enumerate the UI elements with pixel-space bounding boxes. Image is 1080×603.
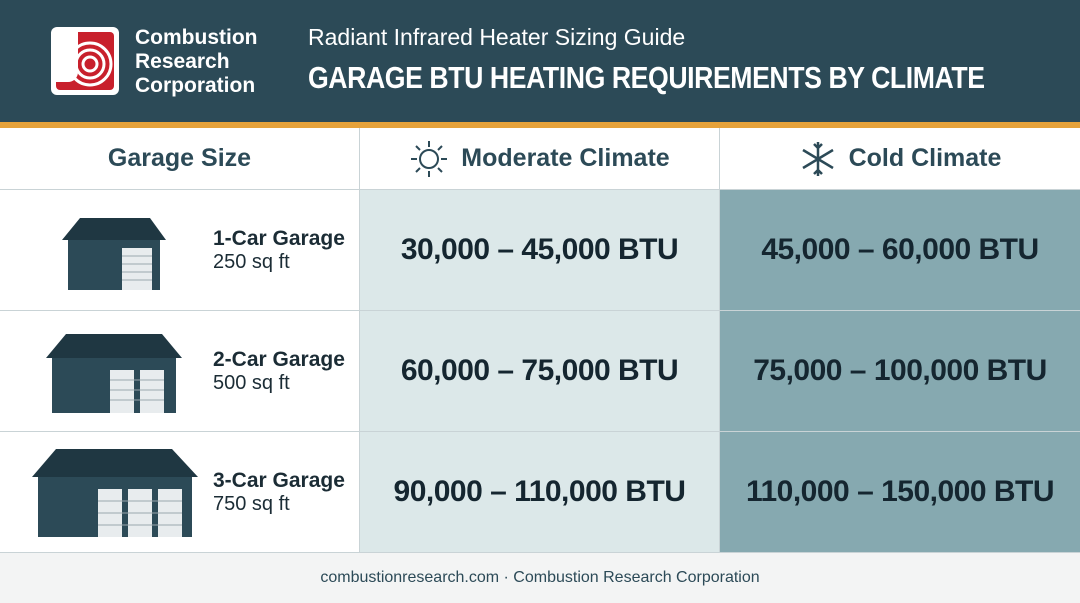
logo-line: Research	[135, 50, 230, 73]
btu-range: 75,000 – 100,000 BTU	[753, 354, 1047, 387]
btu-range: 110,000 – 150,000 BTU	[745, 475, 1055, 508]
logo-line: Corporation	[135, 74, 256, 97]
garage-label: 3-Car Garage 750 sq ft	[213, 469, 345, 516]
column-header: Moderate Climate	[360, 128, 720, 190]
cold-cell: 45,000 – 60,000 BTU	[720, 190, 1080, 311]
garage-name: 1-Car Garage	[213, 226, 345, 250]
garage-size: 750 sq ft	[213, 492, 290, 515]
column-label: Garage Size	[107, 144, 252, 172]
garage-name: 3-Car Garage	[213, 468, 345, 492]
footer: combustionresearch.com · Combustion Rese…	[0, 553, 1080, 603]
moderate-cell: 60,000 – 75,000 BTU	[360, 311, 720, 432]
column-label: Cold Climate	[848, 144, 1002, 172]
sun-icon	[411, 140, 448, 177]
garage-size: 500 sq ft	[213, 371, 290, 394]
btu-range: 60,000 – 75,000 BTU	[400, 354, 679, 387]
garage-label: 2-Car Garage 500 sq ft	[213, 348, 345, 395]
moderate-cell: 90,000 – 110,000 BTU	[360, 432, 720, 553]
header: Combustion Research Corporation Radiant …	[0, 0, 1080, 122]
garage-icon	[62, 218, 166, 290]
accent-stripe	[0, 122, 1080, 128]
column-label: Moderate Climate	[461, 144, 670, 172]
cold-cell: 75,000 – 100,000 BTU	[720, 311, 1080, 432]
row-label-cell: 1-Car Garage 250 sq ft	[0, 190, 360, 311]
column-header: Garage Size	[0, 128, 360, 190]
btu-range: 45,000 – 60,000 BTU	[761, 233, 1039, 266]
title: GARAGE BTU HEATING REQUIREMENTS BY CLIMA…	[308, 60, 985, 95]
logo-mark	[51, 27, 119, 95]
column-header: Cold Climate	[720, 128, 1080, 190]
garage-icon	[46, 334, 182, 413]
cold-cell: 110,000 – 150,000 BTU	[720, 432, 1080, 553]
btu-range: 90,000 – 110,000 BTU	[393, 475, 686, 508]
garage-label: 1-Car Garage 250 sq ft	[213, 227, 345, 274]
btu-range: 30,000 – 45,000 BTU	[400, 233, 679, 266]
garage-name: 2-Car Garage	[213, 347, 345, 371]
logo-line: Combustion	[135, 26, 258, 49]
footer-text: combustionresearch.com · Combustion Rese…	[320, 569, 760, 586]
snow-icon	[801, 141, 834, 176]
garage-icon	[32, 449, 198, 537]
moderate-cell: 30,000 – 45,000 BTU	[360, 190, 720, 311]
subtitle: Radiant Infrared Heater Sizing Guide	[308, 24, 686, 50]
garage-size: 250 sq ft	[213, 250, 290, 273]
